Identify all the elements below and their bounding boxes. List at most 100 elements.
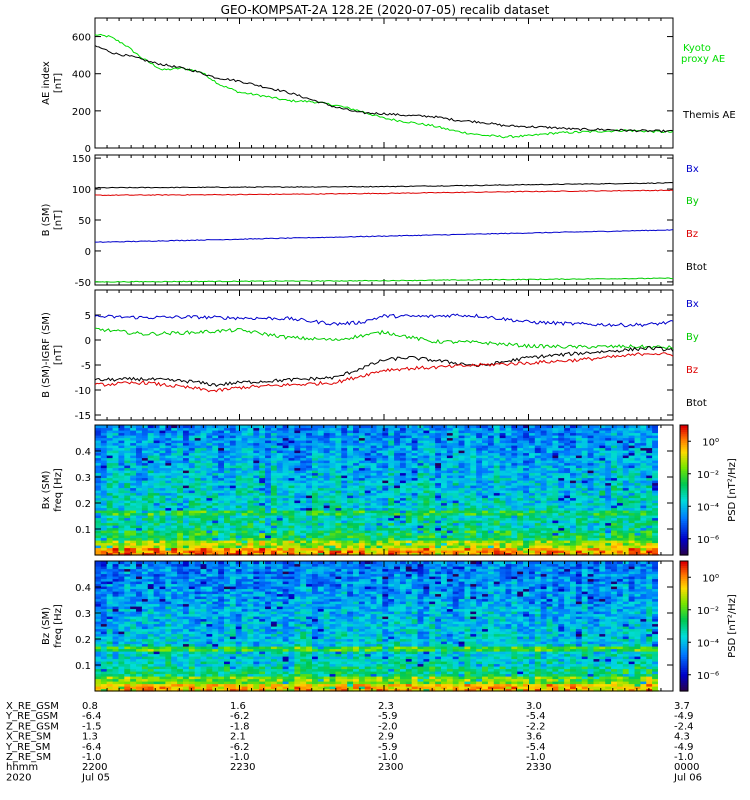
spectrogram-cell xyxy=(188,502,196,506)
spectrogram-cell xyxy=(141,535,149,539)
spectrogram-cell xyxy=(147,512,155,516)
spectrogram-cell xyxy=(452,530,460,534)
spectrogram-cell xyxy=(177,517,184,521)
spectrogram-cell xyxy=(182,435,190,439)
spectrogram-cell xyxy=(212,545,219,549)
spectrogram-cell xyxy=(493,442,501,446)
spectrogram-cell xyxy=(581,542,589,546)
spectrogram-cell xyxy=(646,465,653,469)
spectrogram-cell xyxy=(611,500,618,504)
spectrogram-cell xyxy=(288,475,295,479)
spectrogram-cell xyxy=(364,522,372,526)
spectrogram-cell xyxy=(464,485,471,489)
spectrogram-cell xyxy=(611,517,618,521)
spectrogram-cell xyxy=(106,452,114,456)
series-line-btot xyxy=(94,181,674,189)
spectrogram-cell xyxy=(452,485,460,489)
spectrogram-cell xyxy=(177,520,184,524)
spectrogram-cell xyxy=(394,475,401,479)
spectrogram-cell xyxy=(347,462,354,466)
spectrogram-cell xyxy=(282,527,290,531)
spectrogram-cell xyxy=(382,492,389,496)
spectrogram-cell xyxy=(388,437,395,441)
spectrogram-cell xyxy=(452,467,460,471)
spectrogram-cell xyxy=(241,440,249,444)
spectrogram-cell xyxy=(399,512,407,516)
spectrogram-cell xyxy=(370,502,378,506)
spectrogram-cell xyxy=(399,445,407,449)
spectrogram-cell xyxy=(499,522,507,526)
spectrogram-cell xyxy=(634,442,641,446)
spectrogram-cell xyxy=(358,527,366,531)
spectrogram-cell xyxy=(399,487,407,491)
spectrogram-cell xyxy=(570,457,577,461)
spectrogram-cell xyxy=(206,495,213,499)
spectrogram-cell xyxy=(540,437,548,441)
spectrogram-cell xyxy=(323,540,331,544)
spectrogram-cell xyxy=(130,442,137,446)
spectrogram-cell xyxy=(411,532,419,536)
spectrogram-cell xyxy=(575,532,583,536)
y-tick-label: -50 xyxy=(75,278,91,289)
spectrogram-cell xyxy=(476,470,483,474)
spectrogram-cell xyxy=(540,477,548,481)
spectrogram-cell xyxy=(405,492,413,496)
spectrogram-cell xyxy=(95,430,102,434)
spectrogram-cell xyxy=(270,450,278,454)
spectrogram-cell xyxy=(476,505,483,509)
spectrogram-cell xyxy=(411,447,419,451)
spectrogram-cell xyxy=(570,477,577,481)
spectrogram-cell xyxy=(147,550,155,554)
spectrogram-cell xyxy=(505,430,512,434)
spectrogram-cell xyxy=(141,542,149,546)
spectrogram-cell xyxy=(505,530,512,534)
spectrogram-cell xyxy=(452,457,460,461)
spectrogram-cell xyxy=(599,542,606,546)
spectrogram-cell xyxy=(224,455,231,459)
spectrogram-cell xyxy=(294,500,301,504)
spectrogram-cell xyxy=(358,512,366,516)
spectrogram-cell xyxy=(540,530,548,534)
spectrogram-cell xyxy=(605,430,612,434)
spectrogram-cell xyxy=(247,522,254,526)
spectrogram-cell xyxy=(605,480,612,484)
y-axis-label: B (SM)-IGRF (SM) xyxy=(41,312,52,398)
spectrogram-cell xyxy=(300,460,307,464)
spectrogram-cell xyxy=(622,547,630,551)
spectrogram-cell xyxy=(370,472,378,476)
spectrogram-cell xyxy=(106,490,114,494)
spectrogram-cell xyxy=(206,437,213,441)
spectrogram-cell xyxy=(136,460,143,464)
spectrogram-cell xyxy=(611,512,618,516)
spectrogram-cell xyxy=(511,457,518,461)
spectrogram-cell xyxy=(323,507,331,511)
spectrogram-cell xyxy=(482,432,489,436)
spectrogram-cell xyxy=(358,510,366,514)
spectrogram-cell xyxy=(493,522,501,526)
spectrogram-cell xyxy=(622,482,630,486)
spectrogram-cell xyxy=(388,445,395,449)
spectrogram-cell xyxy=(95,510,102,514)
spectrogram-cell xyxy=(552,432,559,436)
spectrogram-cell xyxy=(417,505,425,509)
spectrogram-cell xyxy=(100,437,108,441)
spectrogram-cell xyxy=(429,535,436,539)
spectrogram-cell xyxy=(206,485,213,489)
spectrogram-cell xyxy=(247,470,254,474)
spectrogram-cell xyxy=(136,442,143,446)
spectrogram-cell xyxy=(581,465,589,469)
spectrogram-cell xyxy=(546,430,554,434)
spectrogram-cell xyxy=(546,475,554,479)
spectrogram-cell xyxy=(317,485,325,489)
spectrogram-cell xyxy=(628,520,636,524)
spectrogram-cell xyxy=(634,520,641,524)
spectrogram-cell xyxy=(587,430,595,434)
spectrogram-cell xyxy=(517,537,524,541)
spectrogram-cell xyxy=(294,480,301,484)
spectrogram-cell xyxy=(247,460,254,464)
spectrogram-cell xyxy=(370,447,378,451)
spectrogram-cell xyxy=(136,477,143,481)
spectrogram-cell xyxy=(546,477,554,481)
y-axis-label: AE index xyxy=(41,61,52,105)
spectrogram-cell xyxy=(558,540,565,544)
